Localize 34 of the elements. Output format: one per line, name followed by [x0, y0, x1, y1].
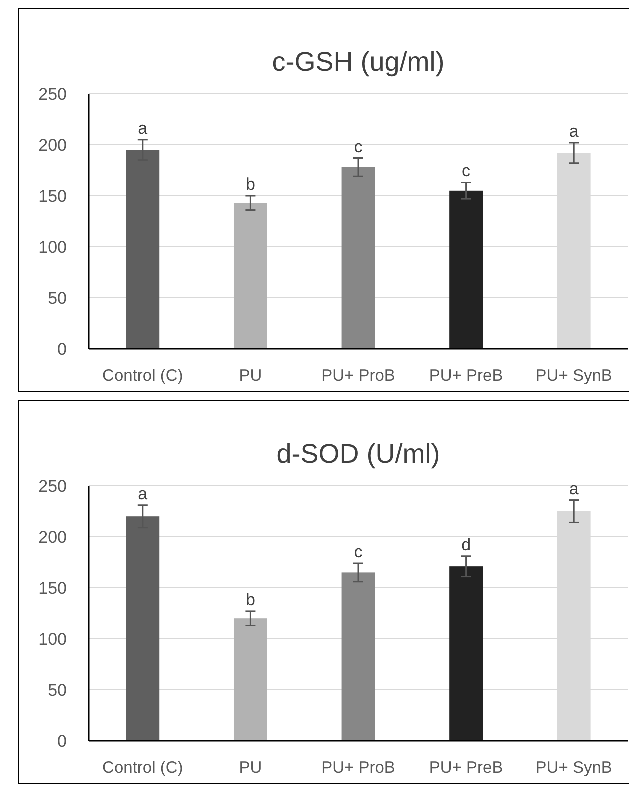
annotation: c	[354, 137, 364, 156]
annotation: b	[246, 175, 256, 194]
annotation: b	[246, 590, 256, 610]
x-tick-label: PU+ ProB	[322, 759, 396, 777]
x-tick-label: PU+ ProB	[322, 367, 396, 385]
x-tick-label: PU	[239, 759, 262, 777]
y-tick-label: 100	[38, 630, 67, 649]
annotation: c	[354, 542, 364, 562]
annotation: a	[569, 122, 580, 141]
y-tick-label: 0	[58, 340, 67, 359]
annotation: a	[569, 479, 580, 498]
x-tick-label: PU+ SynB	[536, 367, 612, 385]
x-tick-label: PU+ PreB	[429, 759, 504, 777]
y-tick-label: 50	[48, 680, 67, 700]
y-tick-label: 0	[58, 732, 67, 751]
y-tick-label: 50	[48, 288, 67, 308]
y-tick-label: 200	[38, 136, 67, 155]
chart-title: d-SOD (U/ml)	[276, 439, 440, 469]
annotation: a	[138, 484, 148, 504]
y-tick-label: 250	[38, 84, 67, 104]
y-tick-label: 150	[38, 578, 67, 598]
x-tick-label: PU	[239, 367, 262, 385]
y-tick-label: 100	[38, 238, 67, 257]
annotation: a	[138, 118, 148, 138]
x-tick-label: Control (C)	[102, 759, 184, 777]
x-tick-label: PU+ SynB	[536, 759, 612, 777]
y-tick-label: 200	[38, 528, 67, 547]
annotation: c	[462, 162, 472, 181]
x-tick-label: Control (C)	[102, 367, 184, 385]
x-tick-label: PU+ PreB	[429, 367, 504, 385]
y-tick-label: 150	[38, 186, 67, 206]
y-tick-label: 250	[38, 476, 67, 496]
annotation: d	[462, 535, 472, 554]
chart-title: c-GSH (ug/ml)	[272, 47, 445, 77]
